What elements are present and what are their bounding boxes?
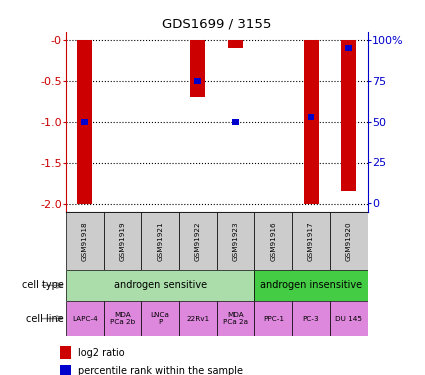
Text: GSM91916: GSM91916 xyxy=(270,221,276,261)
Bar xyxy=(60,346,71,359)
Text: androgen insensitive: androgen insensitive xyxy=(260,280,362,290)
Bar xyxy=(308,114,314,120)
Bar xyxy=(292,301,330,336)
Bar xyxy=(66,270,255,301)
Bar xyxy=(255,270,368,301)
Text: androgen sensitive: androgen sensitive xyxy=(113,280,207,290)
Text: GSM91917: GSM91917 xyxy=(308,221,314,261)
Text: MDA
PCa 2b: MDA PCa 2b xyxy=(110,312,135,325)
Bar xyxy=(303,40,319,204)
Text: DU 145: DU 145 xyxy=(335,316,362,322)
Bar xyxy=(195,78,201,84)
Bar xyxy=(330,212,368,270)
Bar xyxy=(104,301,141,336)
Bar xyxy=(255,212,292,270)
Text: LAPC-4: LAPC-4 xyxy=(72,316,98,322)
Bar xyxy=(330,301,368,336)
Bar xyxy=(217,301,255,336)
Bar xyxy=(141,212,179,270)
Bar xyxy=(217,212,255,270)
Text: percentile rank within the sample: percentile rank within the sample xyxy=(77,366,243,375)
Bar xyxy=(190,40,205,98)
Bar xyxy=(77,40,92,204)
Text: cell line: cell line xyxy=(26,314,64,324)
Title: GDS1699 / 3155: GDS1699 / 3155 xyxy=(162,18,272,31)
Bar xyxy=(104,212,141,270)
Bar xyxy=(66,212,104,270)
Text: GSM91918: GSM91918 xyxy=(82,221,88,261)
Bar xyxy=(292,212,330,270)
Bar xyxy=(66,301,104,336)
Bar xyxy=(141,301,179,336)
Bar xyxy=(232,119,239,125)
Bar xyxy=(346,45,352,51)
Bar xyxy=(179,301,217,336)
Text: MDA
PCa 2a: MDA PCa 2a xyxy=(223,312,248,325)
Bar xyxy=(179,212,217,270)
Text: PC-3: PC-3 xyxy=(303,316,319,322)
Text: cell type: cell type xyxy=(22,280,64,290)
Bar xyxy=(341,40,356,191)
Text: GSM91922: GSM91922 xyxy=(195,221,201,261)
Text: LNCa
P: LNCa P xyxy=(151,312,170,325)
Bar xyxy=(255,301,292,336)
Text: GSM91923: GSM91923 xyxy=(232,221,238,261)
Text: 22Rv1: 22Rv1 xyxy=(186,316,210,322)
Text: GSM91921: GSM91921 xyxy=(157,221,163,261)
Bar xyxy=(60,364,71,375)
Bar xyxy=(228,40,243,48)
Text: GSM91919: GSM91919 xyxy=(119,221,125,261)
Text: GSM91920: GSM91920 xyxy=(346,221,352,261)
Text: log2 ratio: log2 ratio xyxy=(77,348,124,357)
Bar xyxy=(81,119,88,125)
Text: PPC-1: PPC-1 xyxy=(263,316,284,322)
